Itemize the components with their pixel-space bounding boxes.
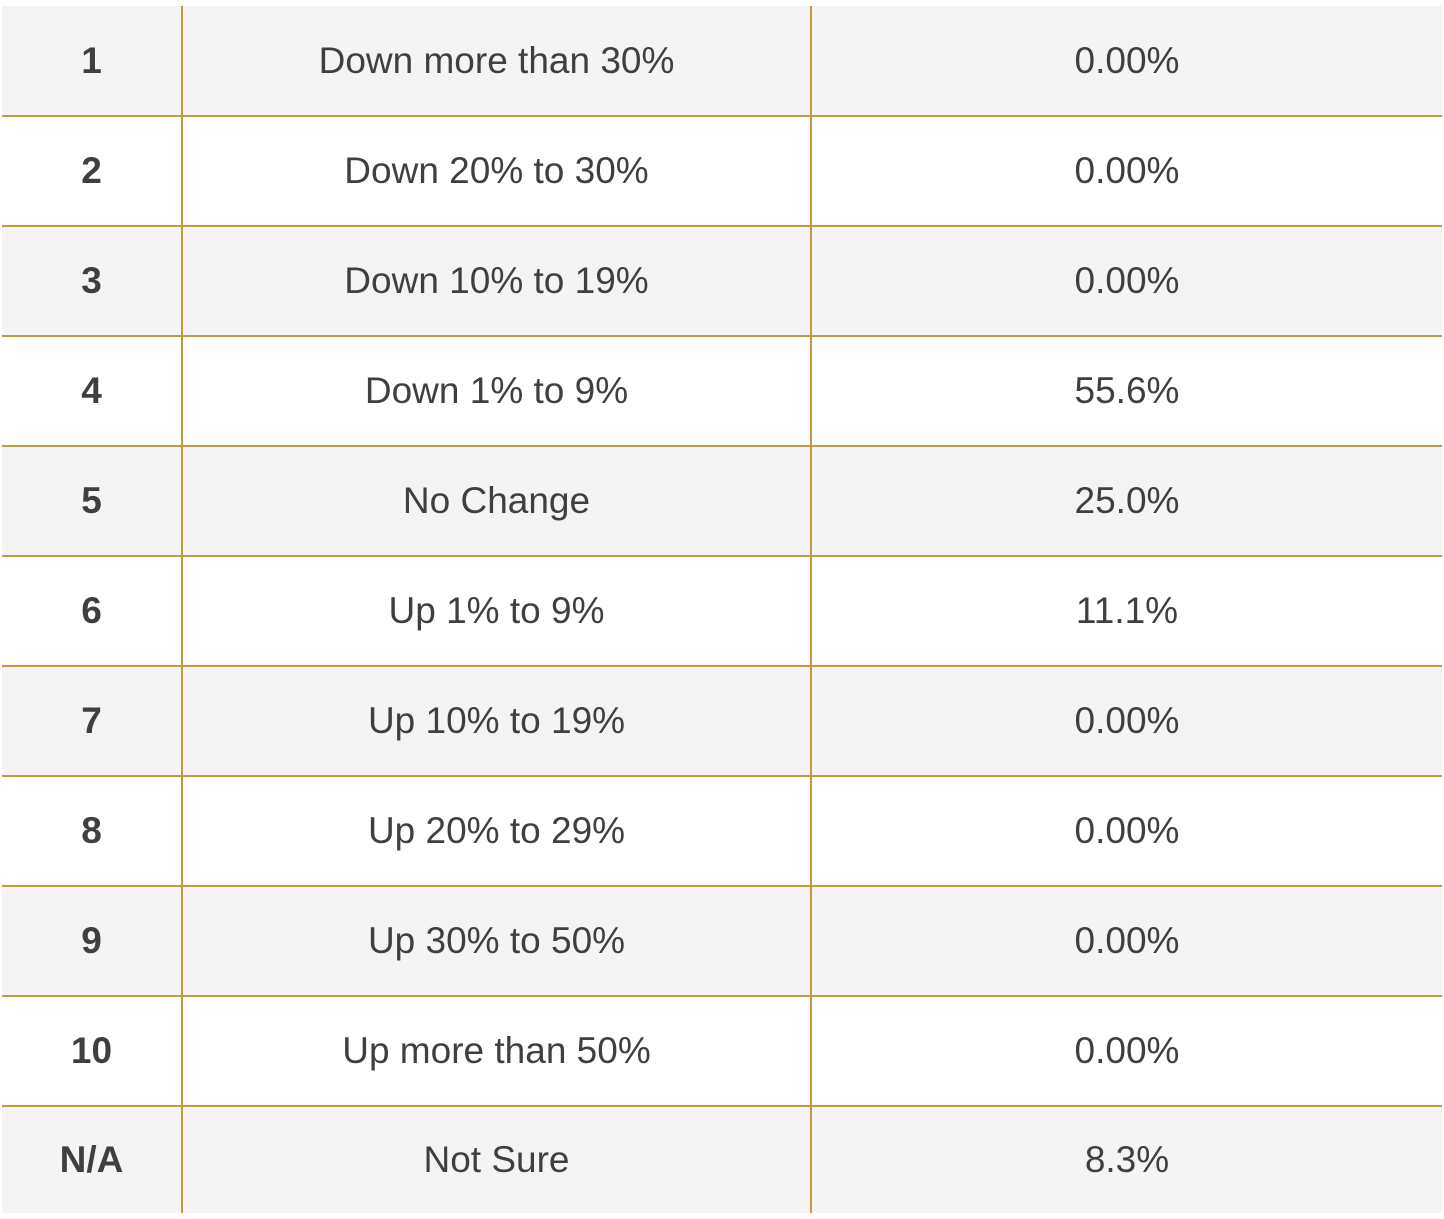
- row-value: 0.00%: [810, 225, 1442, 336]
- table-row: 6 Up 1% to 9% 11.1%: [2, 555, 1442, 666]
- row-rank: 6: [2, 555, 182, 666]
- row-label: Up 30% to 50%: [181, 885, 811, 996]
- row-label: Down more than 30%: [181, 6, 811, 116]
- table-row: 7 Up 10% to 19% 0.00%: [2, 665, 1442, 776]
- row-label: Up 10% to 19%: [181, 665, 811, 776]
- row-rank: 1: [2, 6, 182, 116]
- row-value: 0.00%: [810, 6, 1442, 116]
- row-label: Up 1% to 9%: [181, 555, 811, 666]
- row-label: Up more than 50%: [181, 995, 811, 1106]
- row-value: 0.00%: [810, 115, 1442, 226]
- row-value: 8.3%: [810, 1105, 1442, 1213]
- table-row: 2 Down 20% to 30% 0.00%: [2, 115, 1442, 226]
- survey-table-container: 1 Down more than 30% 0.00% 2 Down 20% to…: [2, 6, 1442, 1213]
- row-label: Down 20% to 30%: [181, 115, 811, 226]
- row-value: 25.0%: [810, 445, 1442, 556]
- table-row: N/A Not Sure 8.3%: [2, 1105, 1442, 1213]
- row-rank: N/A: [2, 1105, 182, 1213]
- row-rank: 8: [2, 775, 182, 886]
- row-rank: 2: [2, 115, 182, 226]
- row-label: No Change: [181, 445, 811, 556]
- row-rank: 4: [2, 335, 182, 446]
- row-rank: 3: [2, 225, 182, 336]
- survey-results-table: 1 Down more than 30% 0.00% 2 Down 20% to…: [2, 6, 1442, 1213]
- row-value: 0.00%: [810, 995, 1442, 1106]
- row-value: 0.00%: [810, 775, 1442, 886]
- row-rank: 5: [2, 445, 182, 556]
- row-rank: 10: [2, 995, 182, 1106]
- table-row: 5 No Change 25.0%: [2, 445, 1442, 556]
- table-row: 1 Down more than 30% 0.00%: [2, 6, 1442, 116]
- table-row: 9 Up 30% to 50% 0.00%: [2, 885, 1442, 996]
- table-row: 8 Up 20% to 29% 0.00%: [2, 775, 1442, 886]
- row-value: 0.00%: [810, 665, 1442, 776]
- table-row: 3 Down 10% to 19% 0.00%: [2, 225, 1442, 336]
- table-row: 4 Down 1% to 9% 55.6%: [2, 335, 1442, 446]
- row-label: Down 10% to 19%: [181, 225, 811, 336]
- table-row: 10 Up more than 50% 0.00%: [2, 995, 1442, 1106]
- row-rank: 7: [2, 665, 182, 776]
- row-value: 0.00%: [810, 885, 1442, 996]
- row-value: 11.1%: [810, 555, 1442, 666]
- row-label: Down 1% to 9%: [181, 335, 811, 446]
- row-value: 55.6%: [810, 335, 1442, 446]
- row-label: Up 20% to 29%: [181, 775, 811, 886]
- row-rank: 9: [2, 885, 182, 996]
- row-label: Not Sure: [181, 1105, 811, 1213]
